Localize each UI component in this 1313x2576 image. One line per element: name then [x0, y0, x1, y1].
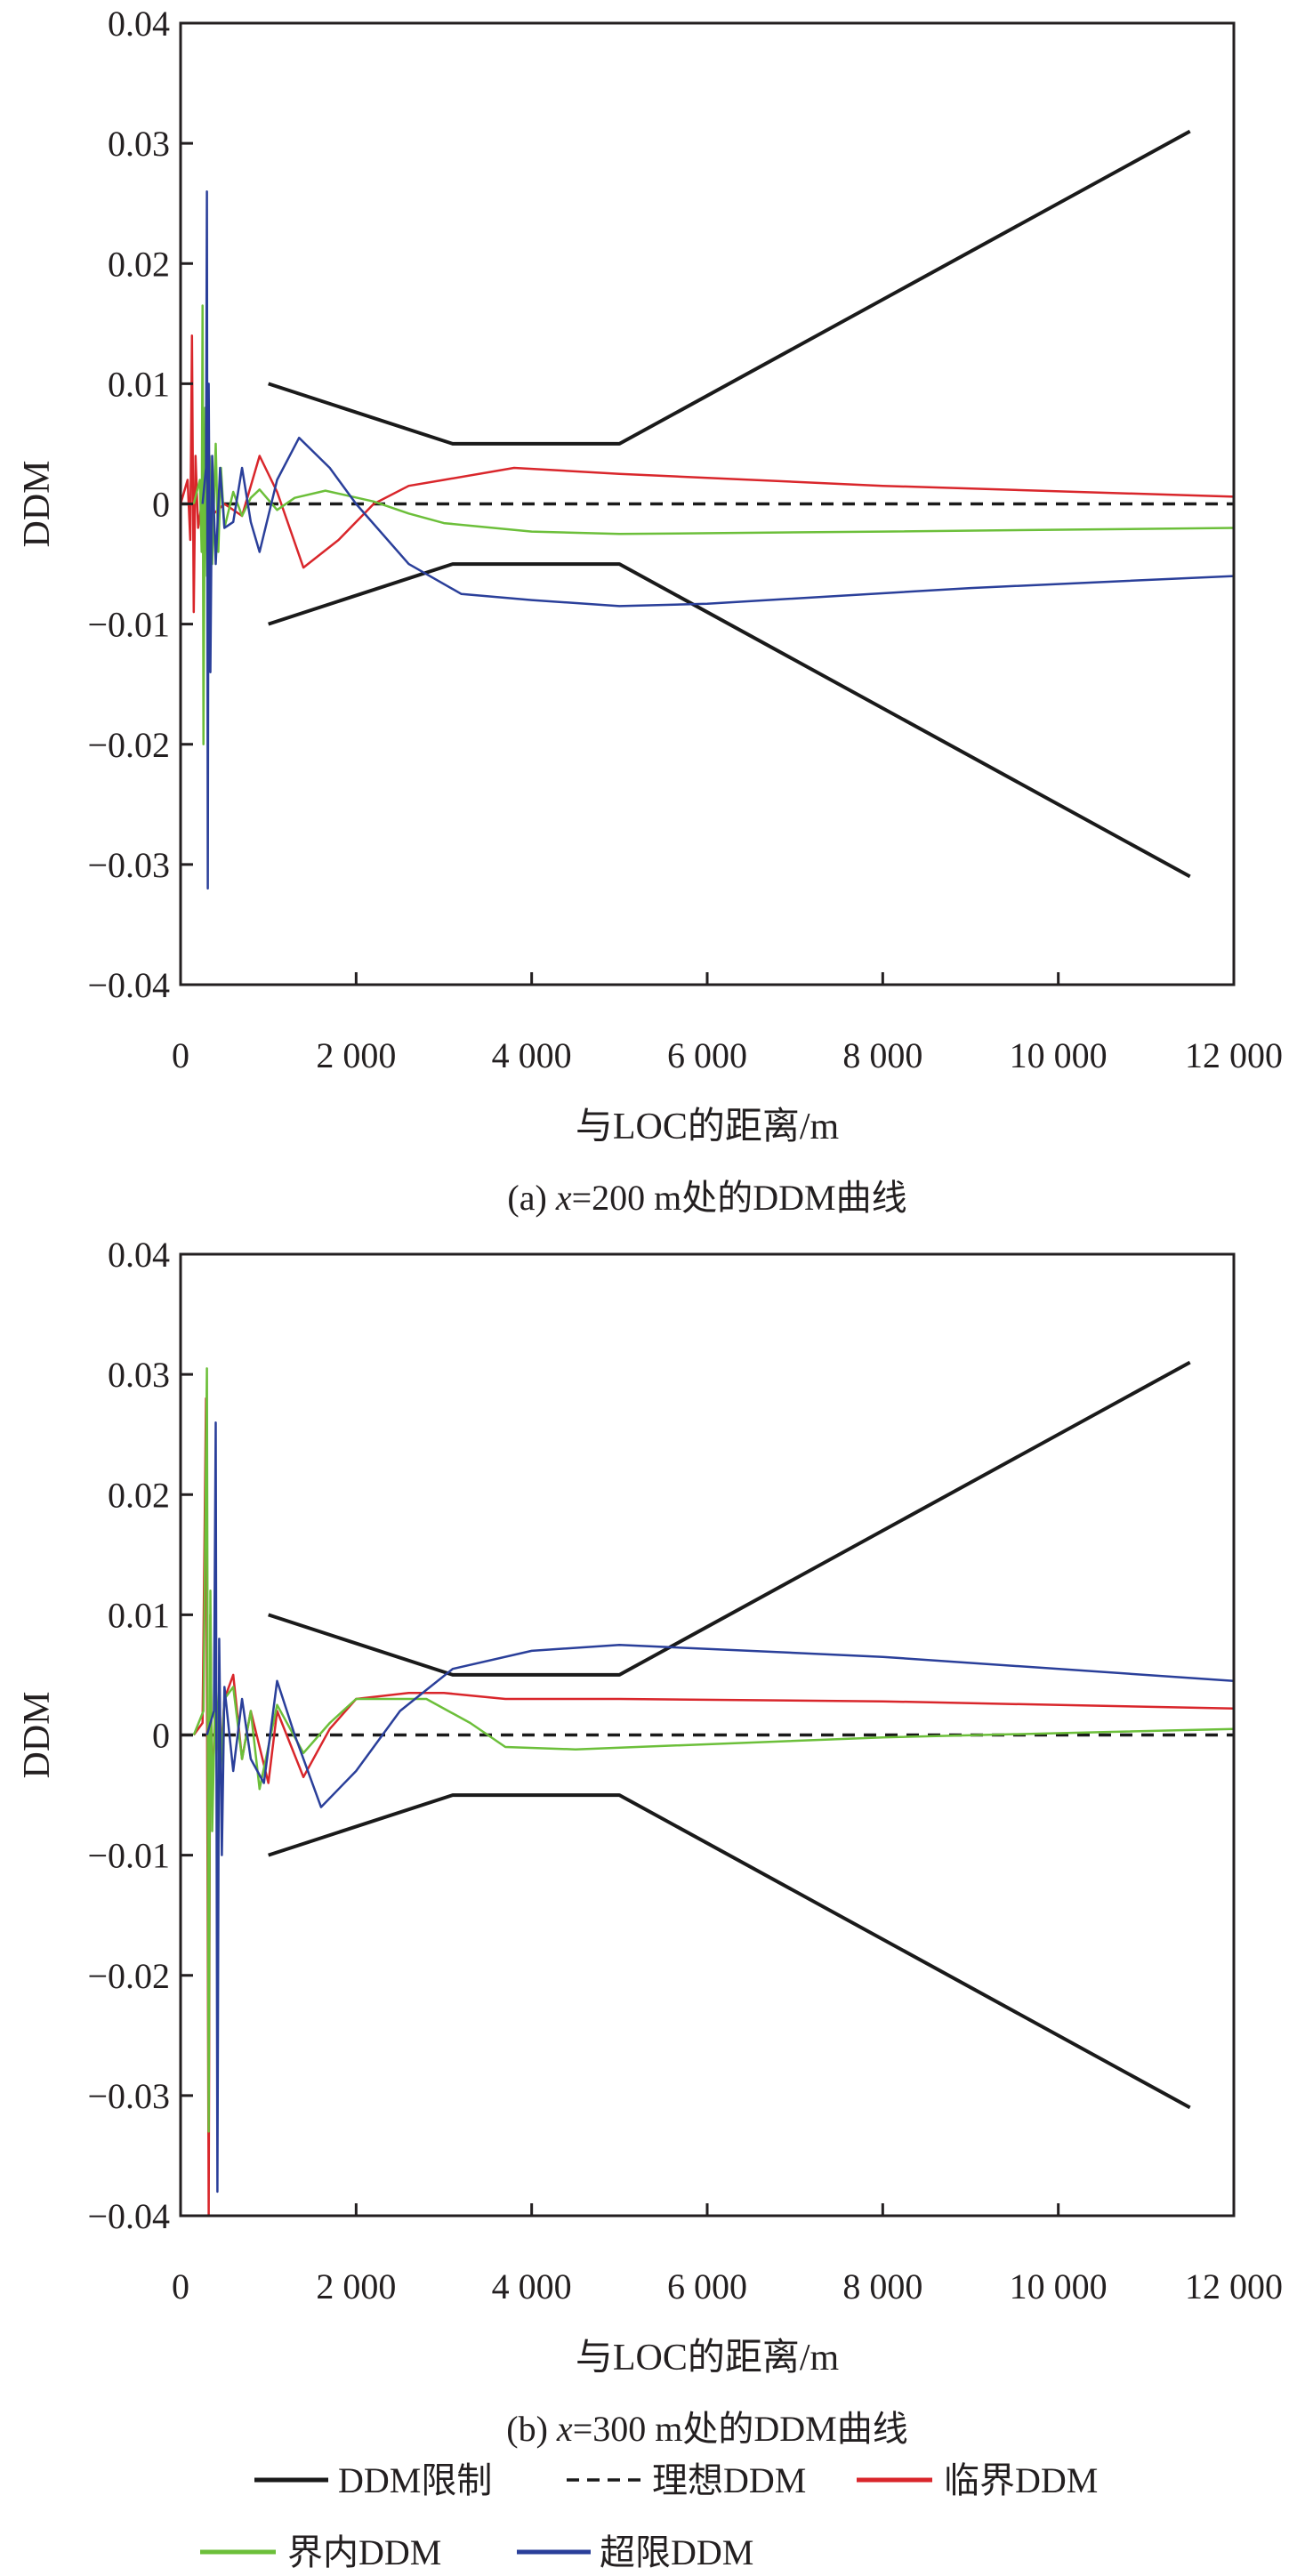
y-tick-label: 0.01 [108, 1595, 170, 1635]
x-tick-label: 12 000 [1185, 1035, 1283, 1075]
legend-label: 临界DDM [944, 2460, 1098, 2500]
x-tick-label: 2 000 [316, 2266, 396, 2306]
x-axis-label: 与LOC的距离/m [576, 2337, 840, 2379]
y-tick-label: 0.02 [108, 1475, 170, 1515]
x-tick-label: 6 000 [667, 1035, 747, 1075]
x-tick-label: 4 000 [492, 1035, 572, 1075]
caption-suffix: =200 m处的DDM曲线 [572, 1178, 907, 1218]
x-tick-label: 2 000 [316, 1035, 396, 1075]
y-tick-label: −0.04 [87, 2196, 170, 2236]
x-tick-label: 8 000 [842, 1035, 922, 1075]
series-line-limit [268, 1360, 1191, 1677]
series-line-critical [192, 1397, 1235, 2218]
series-line-critical [179, 334, 1235, 614]
series-line-inside [192, 304, 1235, 746]
y-tick-label: 0 [152, 1716, 170, 1756]
legend-item-limit: DDM限制 [254, 2460, 492, 2500]
caption-variable: x [556, 2409, 573, 2449]
y-tick-label: −0.04 [87, 965, 170, 1005]
legend-label: 理想DDM [652, 2460, 806, 2500]
y-tick-label: 0.04 [108, 4, 170, 44]
y-axis-label: DDM [17, 460, 58, 547]
y-tick-label: −0.03 [87, 2076, 170, 2116]
y-tick-label: −0.02 [87, 725, 170, 765]
legend-item-ideal: 理想DDM [567, 2460, 806, 2500]
chart-panel-b: 0.040.030.020.010−0.01−0.02−0.03−0.040 2 … [17, 1235, 1283, 2449]
y-tick-label: −0.02 [87, 1956, 170, 1996]
x-tick-label: 10 000 [1010, 1035, 1108, 1075]
y-tick-label: −0.03 [87, 845, 170, 885]
y-tick-label: −0.01 [87, 1836, 170, 1876]
y-tick-label: 0.03 [108, 1355, 170, 1395]
x-axis-label: 与LOC的距离/m [576, 1106, 840, 1147]
y-tick-label: 0.02 [108, 244, 170, 284]
x-tick-label: 12 000 [1185, 2266, 1283, 2306]
caption-prefix: (a) [507, 1178, 555, 1218]
series-line-limit [268, 562, 1191, 879]
series-line-inside [192, 1367, 1235, 2133]
x-tick-label: 0 [172, 1035, 189, 1075]
y-tick-label: −0.01 [87, 605, 170, 645]
y-tick-label: 0.03 [108, 124, 170, 164]
y-axis-label: DDM [17, 1691, 58, 1778]
chart-caption: (a) x=200 m处的DDM曲线 [507, 1178, 906, 1218]
y-tick-label: 0.01 [108, 364, 170, 404]
legend: DDM限制 理想DDM 临界DDM 界内DDM 超限DDM [200, 2460, 1098, 2572]
legend-item-critical: 临界DDM [857, 2460, 1098, 2500]
caption-variable: x [555, 1178, 572, 1218]
chart-panel-a: 0.040.030.020.010−0.01−0.02−0.03−0.040 2 … [17, 4, 1283, 1218]
legend-label: 界内DDM [287, 2532, 441, 2572]
series-line-exceed [201, 189, 1235, 890]
x-tick-label: 4 000 [492, 2266, 572, 2306]
caption-prefix: (b) [506, 2409, 557, 2449]
y-tick-label: 0 [152, 485, 170, 525]
legend-label: 超限DDM [600, 2532, 753, 2572]
caption-suffix: =300 m处的DDM曲线 [573, 2409, 908, 2449]
x-tick-label: 6 000 [667, 2266, 747, 2306]
series-line-exceed [205, 1421, 1235, 2194]
y-tick-label: 0.04 [108, 1235, 170, 1275]
legend-item-exceed: 超限DDM [517, 2532, 753, 2572]
x-tick-label: 8 000 [842, 2266, 922, 2306]
chart-caption: (b) x=300 m处的DDM曲线 [506, 2409, 907, 2449]
legend-label: DDM限制 [338, 2460, 492, 2500]
series-line-limit [268, 1793, 1191, 2110]
x-tick-label: 10 000 [1010, 2266, 1108, 2306]
legend-item-inside: 界内DDM [200, 2532, 441, 2572]
series-line-limit [268, 129, 1191, 446]
x-tick-label: 0 [172, 2266, 189, 2306]
